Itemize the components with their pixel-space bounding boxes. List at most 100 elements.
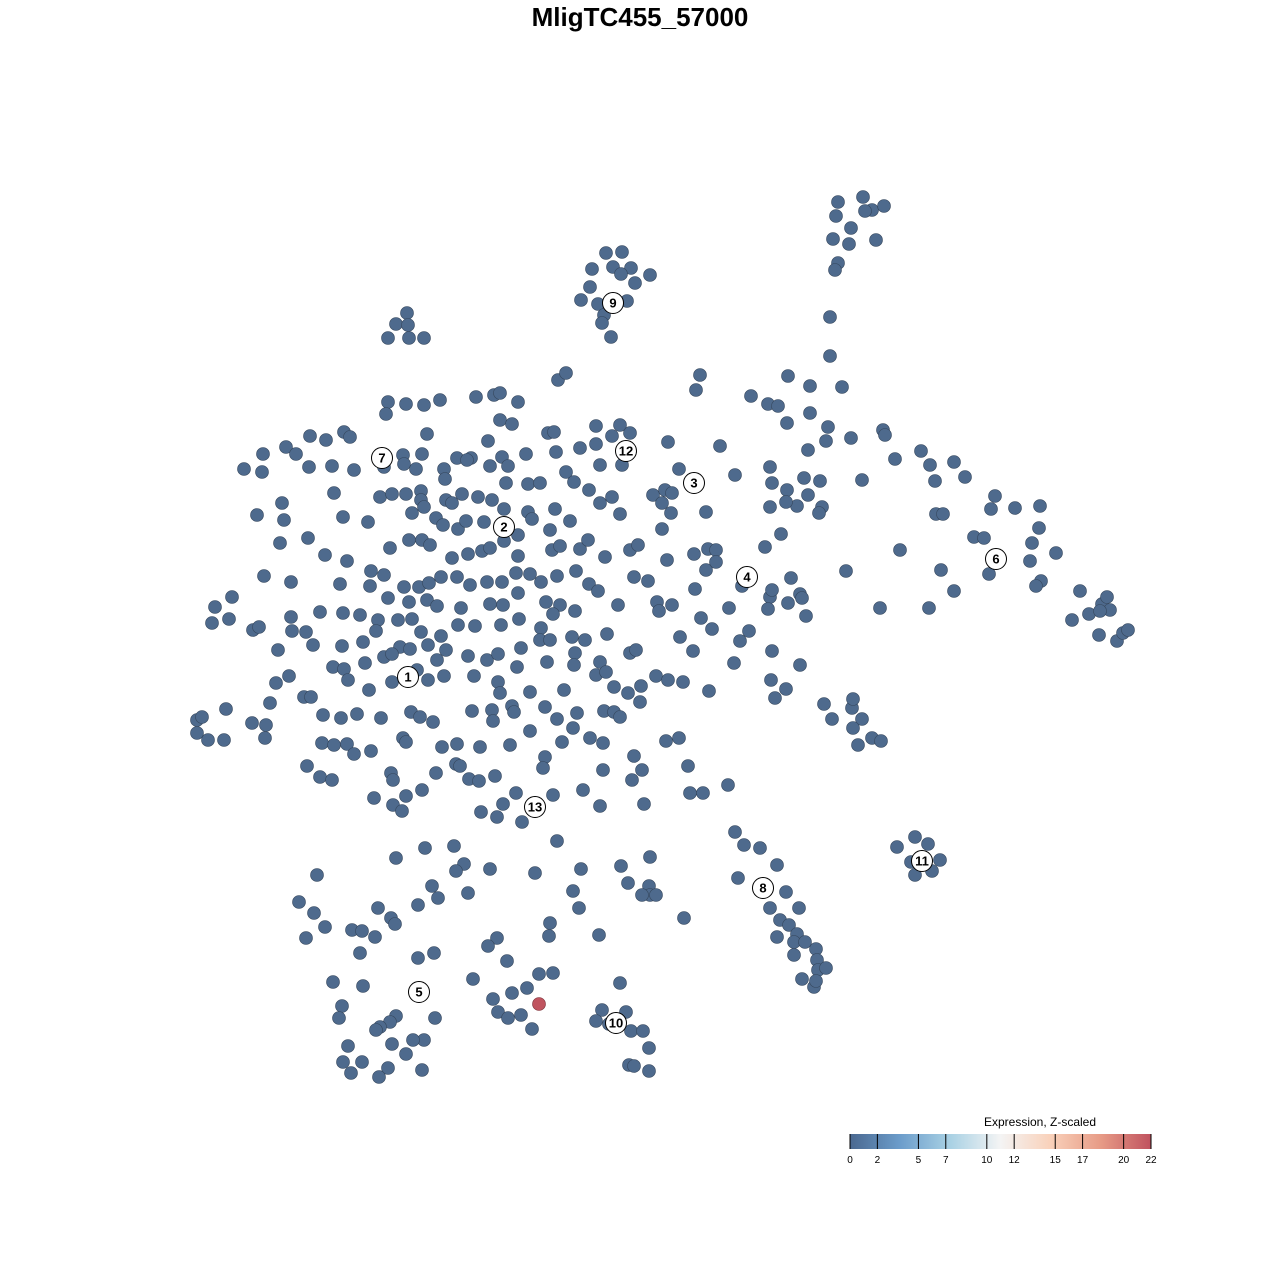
data-point <box>615 245 629 259</box>
cluster-label-badge <box>602 292 624 314</box>
data-point <box>381 1061 395 1075</box>
data-point <box>539 595 553 609</box>
cluster-label: 13 <box>524 796 546 818</box>
data-point <box>332 1011 346 1025</box>
data-point <box>855 712 869 726</box>
data-point <box>310 868 324 882</box>
data-point <box>499 476 513 490</box>
data-point <box>839 564 853 578</box>
data-point <box>525 512 539 526</box>
data-point <box>613 418 627 432</box>
data-point <box>774 527 788 541</box>
data-point <box>301 531 315 545</box>
data-point <box>570 706 584 720</box>
cluster-label-text: 8 <box>759 881 766 896</box>
data-point <box>550 569 564 583</box>
data-point <box>649 888 663 902</box>
data-point <box>709 555 723 569</box>
data-point <box>372 1070 386 1084</box>
data-point <box>593 496 607 510</box>
data-point <box>856 190 870 204</box>
data-point <box>673 630 687 644</box>
data-point <box>433 393 447 407</box>
data-point <box>689 383 703 397</box>
data-point <box>417 331 431 345</box>
data-point <box>402 533 416 547</box>
data-point <box>468 619 482 633</box>
data-point <box>1093 604 1107 618</box>
data-point <box>665 598 679 612</box>
points-layer <box>190 190 1135 1084</box>
data-point <box>890 840 904 854</box>
cluster-label-badge <box>615 440 637 462</box>
data-point <box>474 805 488 819</box>
data-point <box>829 209 843 223</box>
legend-tick-label: 5 <box>916 1155 922 1166</box>
cluster-label-badge <box>683 472 705 494</box>
data-point <box>325 773 339 787</box>
data-point <box>780 416 794 430</box>
cluster-label: 11 <box>911 850 933 872</box>
data-point <box>764 673 778 687</box>
data-point <box>855 473 869 487</box>
data-point <box>803 379 817 393</box>
data-point <box>353 946 367 960</box>
data-point <box>300 759 314 773</box>
data-point <box>624 261 638 275</box>
data-point <box>765 644 779 658</box>
data-point <box>534 621 548 635</box>
data-point <box>428 1011 442 1025</box>
data-point <box>461 886 475 900</box>
data-point <box>546 788 560 802</box>
data-point <box>728 825 742 839</box>
data-point <box>660 553 674 567</box>
data-point <box>589 419 603 433</box>
data-point <box>377 568 391 582</box>
data-point <box>621 686 635 700</box>
data-point <box>381 591 395 605</box>
data-point <box>316 708 330 722</box>
data-point <box>414 625 428 639</box>
data-point <box>465 704 479 718</box>
data-point <box>548 502 562 516</box>
data-point <box>422 576 436 590</box>
data-point <box>687 547 701 561</box>
data-point <box>391 613 405 627</box>
data-point <box>768 691 782 705</box>
data-point <box>598 550 612 564</box>
data-point <box>567 658 581 672</box>
data-point <box>628 276 642 290</box>
data-point <box>494 618 508 632</box>
data-point <box>631 538 645 552</box>
data-point <box>763 460 777 474</box>
data-point <box>496 797 510 811</box>
data-point <box>627 749 641 763</box>
legend-title: Expression, Z-scaled <box>983 1115 1097 1129</box>
cluster-label-text: 7 <box>378 451 385 466</box>
data-point <box>547 425 561 439</box>
data-point <box>477 515 491 529</box>
data-point <box>455 487 469 501</box>
data-point <box>637 797 651 811</box>
data-point <box>521 477 535 491</box>
cluster-label-badge <box>752 877 774 899</box>
data-point <box>696 786 710 800</box>
cluster-label-text: 5 <box>415 985 422 1000</box>
data-point <box>1121 623 1135 637</box>
data-point <box>550 712 564 726</box>
data-point <box>195 710 209 724</box>
data-point <box>566 721 580 735</box>
data-point <box>405 612 419 626</box>
data-point <box>511 586 525 600</box>
data-point <box>585 262 599 276</box>
data-point <box>219 702 233 716</box>
data-point <box>781 369 795 383</box>
data-point <box>761 602 775 616</box>
data-point <box>347 747 361 761</box>
data-point <box>846 692 860 706</box>
data-point <box>385 1037 399 1051</box>
data-point <box>947 584 961 598</box>
data-point <box>1073 584 1087 598</box>
data-point <box>613 976 627 990</box>
data-point <box>543 523 557 537</box>
